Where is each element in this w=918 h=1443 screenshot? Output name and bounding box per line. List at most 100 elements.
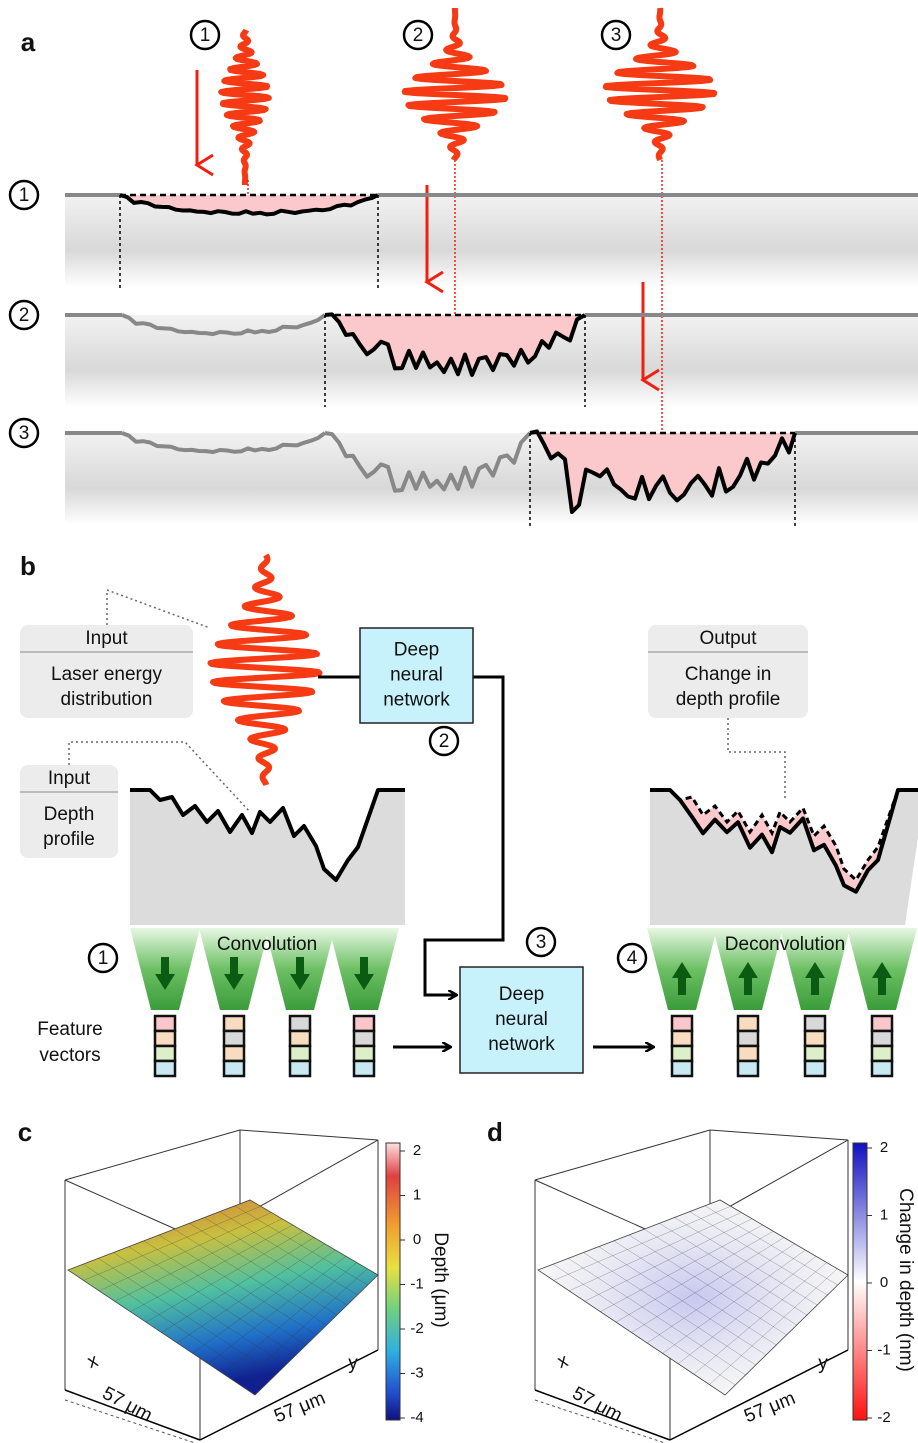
panel-label: a: [21, 27, 36, 57]
connector: [107, 590, 210, 628]
box-text: Laser energy: [51, 664, 162, 685]
feature-cell: [290, 1016, 310, 1031]
box-text: profile: [43, 829, 95, 850]
feature-cell: [805, 1031, 825, 1046]
feature-cell: [738, 1016, 758, 1031]
step-number: 1: [200, 25, 211, 46]
feature-label: vectors: [39, 1045, 100, 1066]
colorbar-label: Change in depth (nm): [895, 1188, 916, 1372]
panel-label: c: [18, 1117, 32, 1147]
box-edge: [535, 1130, 710, 1180]
feature-cell: [805, 1061, 825, 1076]
feature-cell: [738, 1046, 758, 1061]
feature-cell: [224, 1031, 244, 1046]
feature-cell: [872, 1061, 892, 1076]
feature-cell: [672, 1046, 692, 1061]
step-number: 2: [413, 25, 424, 46]
feature-cell: [872, 1046, 892, 1061]
colorbar: [386, 1143, 400, 1420]
feature-cell: [354, 1016, 374, 1031]
box-heading: Input: [85, 628, 128, 649]
axis-label: y: [348, 1353, 358, 1374]
feature-cell: [224, 1046, 244, 1061]
network-text: neural: [495, 1009, 548, 1030]
colorbar-tick-label: -2: [410, 1320, 423, 1337]
feature-cell: [155, 1061, 175, 1076]
colorbar-tick-label: -1: [410, 1275, 423, 1292]
box-text: distribution: [61, 689, 153, 710]
step-number: 3: [611, 25, 622, 46]
feature-cell: [290, 1061, 310, 1076]
extent-label: 57 μm: [99, 1383, 156, 1427]
network-text: network: [383, 690, 450, 711]
page: { "panel_a": {"label": "a", "pulse_steps…: [0, 0, 918, 1443]
box-heading: Input: [48, 768, 91, 789]
feature-cell: [738, 1031, 758, 1046]
feature-cell: [354, 1061, 374, 1076]
network-text: neural: [390, 665, 443, 686]
feature-cell: [872, 1016, 892, 1031]
box-text: Change in: [685, 664, 772, 685]
flow-line: [425, 677, 503, 995]
colorbar-tick-label: 1: [413, 1186, 421, 1203]
figure: a 1 2 3 1 2 3 b Input Laser energy distribution Inp…: [0, 0, 918, 1443]
feature-cell: [805, 1046, 825, 1061]
feature-cell: [872, 1031, 892, 1046]
profile-area: [130, 790, 405, 925]
surface: [68, 1200, 378, 1395]
colorbar-tick-label: 1: [880, 1206, 888, 1223]
box-heading: Output: [699, 628, 757, 649]
colorbar-tick-label: -1: [877, 1341, 890, 1358]
feature-cell: [738, 1061, 758, 1076]
extent-label: 57 μm: [271, 1388, 328, 1427]
feature-cell: [672, 1016, 692, 1031]
step-number: 2: [19, 305, 30, 326]
colorbar-tick-label: -3: [410, 1364, 423, 1381]
feature-cell: [805, 1016, 825, 1031]
feature-label: Feature: [37, 1019, 102, 1040]
laser-pulse: [221, 30, 269, 185]
network-text: Deep: [499, 984, 544, 1005]
colorbar: [853, 1143, 867, 1420]
step-number: 1: [98, 948, 109, 969]
feature-cell: [155, 1046, 175, 1061]
colorbar-tick-label: -2: [877, 1409, 890, 1426]
feature-cell: [224, 1061, 244, 1076]
feature-cell: [155, 1031, 175, 1046]
stage-label: Deconvolution: [725, 934, 845, 955]
box-edge: [710, 1130, 848, 1140]
feature-cell: [224, 1016, 244, 1031]
colorbar-tick-label: 0: [413, 1231, 421, 1248]
extent-label: 57 μm: [741, 1388, 798, 1427]
panel-label: b: [20, 551, 36, 581]
feature-cell: [354, 1031, 374, 1046]
colorbar-tick-label: -4: [410, 1409, 423, 1426]
step-number: 3: [19, 423, 30, 444]
step-number: 4: [627, 948, 638, 969]
network-text: Deep: [394, 640, 439, 661]
axis-label: x: [85, 1350, 102, 1373]
surface: [538, 1200, 848, 1395]
connector: [728, 718, 785, 800]
box-edge: [65, 1130, 240, 1180]
stage-label: Convolution: [217, 934, 317, 955]
step-number: 2: [439, 731, 450, 752]
feature-cell: [155, 1016, 175, 1031]
feature-cell: [354, 1046, 374, 1061]
colorbar-tick-label: 2: [413, 1142, 421, 1159]
axis-label: y: [818, 1353, 828, 1374]
feature-cell: [290, 1046, 310, 1061]
step-number: 3: [536, 932, 547, 953]
colorbar-label: Depth (μm): [430, 1232, 451, 1327]
laser-pulse: [211, 555, 320, 785]
axis-label: x: [555, 1350, 572, 1373]
step-number: 1: [19, 185, 30, 206]
panel-label: d: [487, 1117, 503, 1147]
box-text: Depth: [44, 804, 95, 825]
feature-cell: [672, 1061, 692, 1076]
box-text: depth profile: [676, 689, 781, 710]
colorbar-tick-label: 0: [880, 1274, 888, 1291]
feature-cell: [672, 1031, 692, 1046]
extent-label: 57 μm: [569, 1383, 626, 1427]
box-edge: [240, 1130, 378, 1140]
